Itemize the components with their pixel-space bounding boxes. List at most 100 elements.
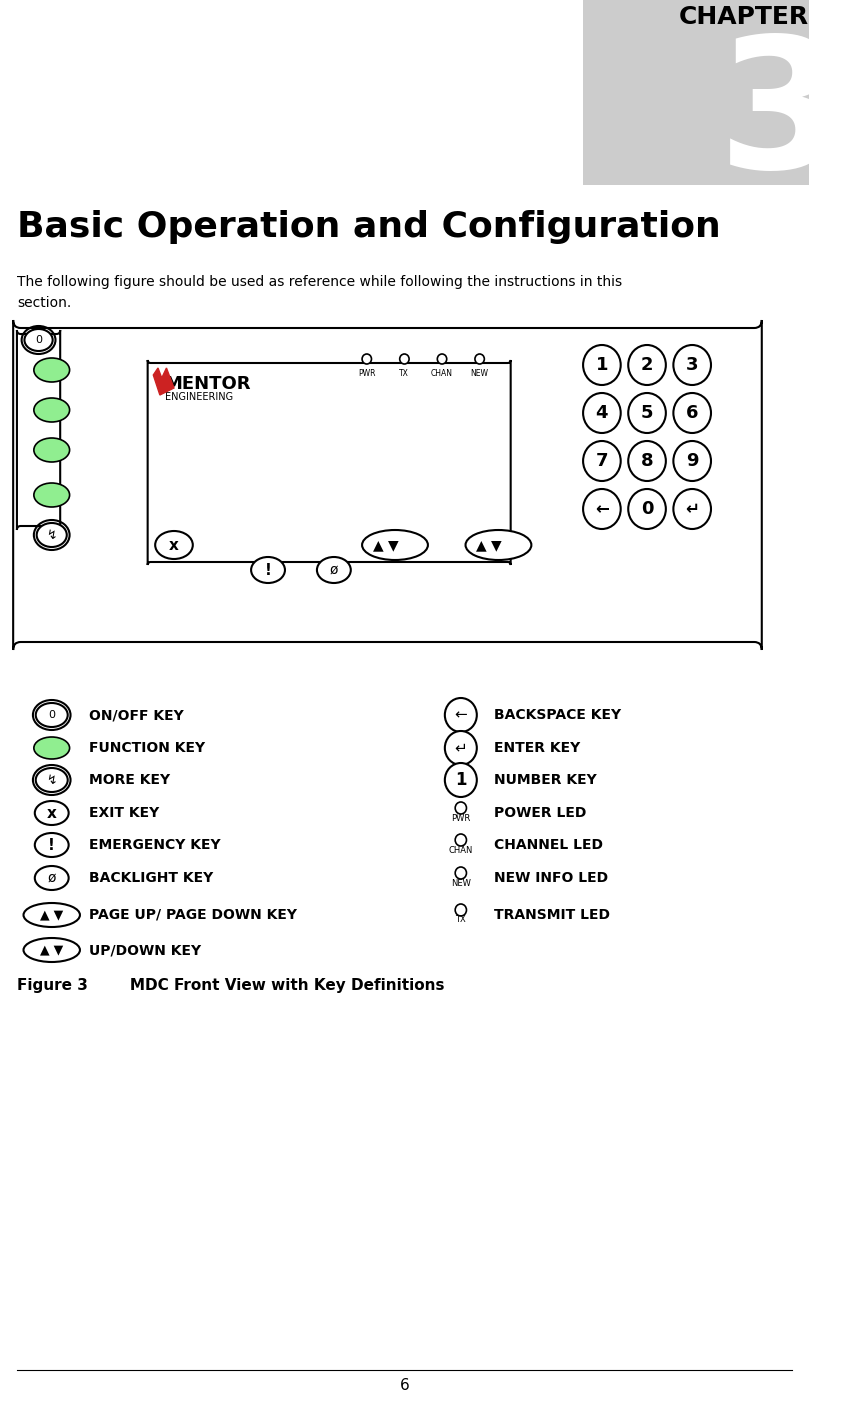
Text: ▲ ▼: ▲ ▼ <box>40 908 64 922</box>
Text: 5: 5 <box>641 403 654 422</box>
Text: 1: 1 <box>596 356 608 374</box>
Text: ENTER KEY: ENTER KEY <box>494 741 580 755</box>
Ellipse shape <box>34 439 70 462</box>
Text: ▲ ▼: ▲ ▼ <box>372 538 398 552</box>
Text: ↯: ↯ <box>46 528 57 542</box>
Text: CHAN: CHAN <box>449 845 473 855</box>
Text: 6: 6 <box>400 1379 409 1393</box>
Circle shape <box>583 394 621 433</box>
Text: Figure 3        MDC Front View with Key Definitions: Figure 3 MDC Front View with Key Definit… <box>17 978 445 993</box>
Circle shape <box>455 867 466 878</box>
Text: 6: 6 <box>686 403 698 422</box>
Ellipse shape <box>155 531 193 559</box>
Ellipse shape <box>34 359 70 382</box>
Text: ▲ ▼: ▲ ▼ <box>40 943 64 957</box>
Ellipse shape <box>36 768 68 792</box>
Text: !: ! <box>48 838 55 852</box>
Text: 9: 9 <box>686 453 698 469</box>
Circle shape <box>445 698 476 731</box>
Text: NEW: NEW <box>470 368 488 378</box>
Ellipse shape <box>317 558 351 583</box>
Text: EXIT KEY: EXIT KEY <box>89 806 160 820</box>
Circle shape <box>583 489 621 530</box>
Text: 8: 8 <box>641 453 654 469</box>
Text: CHANNEL LED: CHANNEL LED <box>494 838 603 852</box>
Text: ø: ø <box>329 563 338 577</box>
Ellipse shape <box>34 801 69 825</box>
Text: 3: 3 <box>718 29 844 206</box>
Text: 4: 4 <box>596 403 608 422</box>
Ellipse shape <box>23 939 80 962</box>
FancyBboxPatch shape <box>583 0 808 185</box>
Ellipse shape <box>34 483 70 507</box>
Circle shape <box>475 354 484 364</box>
Circle shape <box>455 904 466 916</box>
Text: 1: 1 <box>455 771 467 789</box>
Circle shape <box>400 354 409 364</box>
FancyBboxPatch shape <box>148 360 511 565</box>
FancyBboxPatch shape <box>13 319 762 650</box>
Ellipse shape <box>36 703 68 727</box>
Circle shape <box>445 764 476 797</box>
Text: UP/DOWN KEY: UP/DOWN KEY <box>89 943 201 957</box>
FancyBboxPatch shape <box>17 331 60 530</box>
Ellipse shape <box>24 329 52 352</box>
Circle shape <box>455 834 466 846</box>
Text: ↯: ↯ <box>46 773 57 786</box>
Circle shape <box>629 489 666 530</box>
Text: BACKLIGHT KEY: BACKLIGHT KEY <box>89 871 213 885</box>
Text: EMERGENCY KEY: EMERGENCY KEY <box>89 838 221 852</box>
Text: 3: 3 <box>686 356 698 374</box>
Text: The following figure should be used as reference while following the instruction: The following figure should be used as r… <box>17 275 622 310</box>
Text: ↵: ↵ <box>685 500 699 518</box>
Text: NEW: NEW <box>451 878 470 887</box>
Circle shape <box>673 441 711 481</box>
Text: ON/OFF KEY: ON/OFF KEY <box>89 708 184 722</box>
Circle shape <box>583 345 621 385</box>
Text: x: x <box>169 538 179 552</box>
Ellipse shape <box>34 398 70 422</box>
Text: ←: ← <box>595 500 609 518</box>
Text: CHAPTER: CHAPTER <box>679 6 808 29</box>
Circle shape <box>583 441 621 481</box>
Circle shape <box>629 345 666 385</box>
Text: PWR: PWR <box>358 368 376 378</box>
Text: NUMBER KEY: NUMBER KEY <box>494 773 597 787</box>
Circle shape <box>673 394 711 433</box>
Text: !: ! <box>265 562 272 577</box>
Text: TX: TX <box>399 368 409 378</box>
Text: BACKSPACE KEY: BACKSPACE KEY <box>494 708 621 722</box>
Circle shape <box>673 489 711 530</box>
Text: ←: ← <box>454 708 467 723</box>
Text: Basic Operation and Configuration: Basic Operation and Configuration <box>17 210 721 244</box>
Circle shape <box>362 354 372 364</box>
Text: NEW INFO LED: NEW INFO LED <box>494 871 608 885</box>
Ellipse shape <box>37 523 67 546</box>
Circle shape <box>445 731 476 765</box>
Text: TRANSMIT LED: TRANSMIT LED <box>494 908 610 922</box>
Text: CHAN: CHAN <box>431 368 453 378</box>
Ellipse shape <box>23 904 80 927</box>
Text: PAGE UP/ PAGE DOWN KEY: PAGE UP/ PAGE DOWN KEY <box>89 908 298 922</box>
Circle shape <box>629 441 666 481</box>
Text: PWR: PWR <box>452 814 470 822</box>
Text: ↵: ↵ <box>454 741 467 755</box>
Text: ø: ø <box>47 871 56 885</box>
Circle shape <box>438 354 446 364</box>
Text: ▲ ▼: ▲ ▼ <box>476 538 502 552</box>
Text: FUNCTION KEY: FUNCTION KEY <box>89 741 206 755</box>
Ellipse shape <box>34 737 70 759</box>
Text: TX: TX <box>456 915 466 925</box>
Circle shape <box>629 394 666 433</box>
Text: ENGINEERING: ENGINEERING <box>164 392 233 402</box>
Ellipse shape <box>465 530 531 560</box>
Text: POWER LED: POWER LED <box>494 806 587 820</box>
Circle shape <box>455 801 466 814</box>
Circle shape <box>673 345 711 385</box>
Ellipse shape <box>34 866 69 890</box>
Text: 0: 0 <box>35 335 42 345</box>
Ellipse shape <box>251 558 285 583</box>
Text: 0: 0 <box>641 500 654 518</box>
Text: 7: 7 <box>596 453 608 469</box>
Ellipse shape <box>362 530 428 560</box>
